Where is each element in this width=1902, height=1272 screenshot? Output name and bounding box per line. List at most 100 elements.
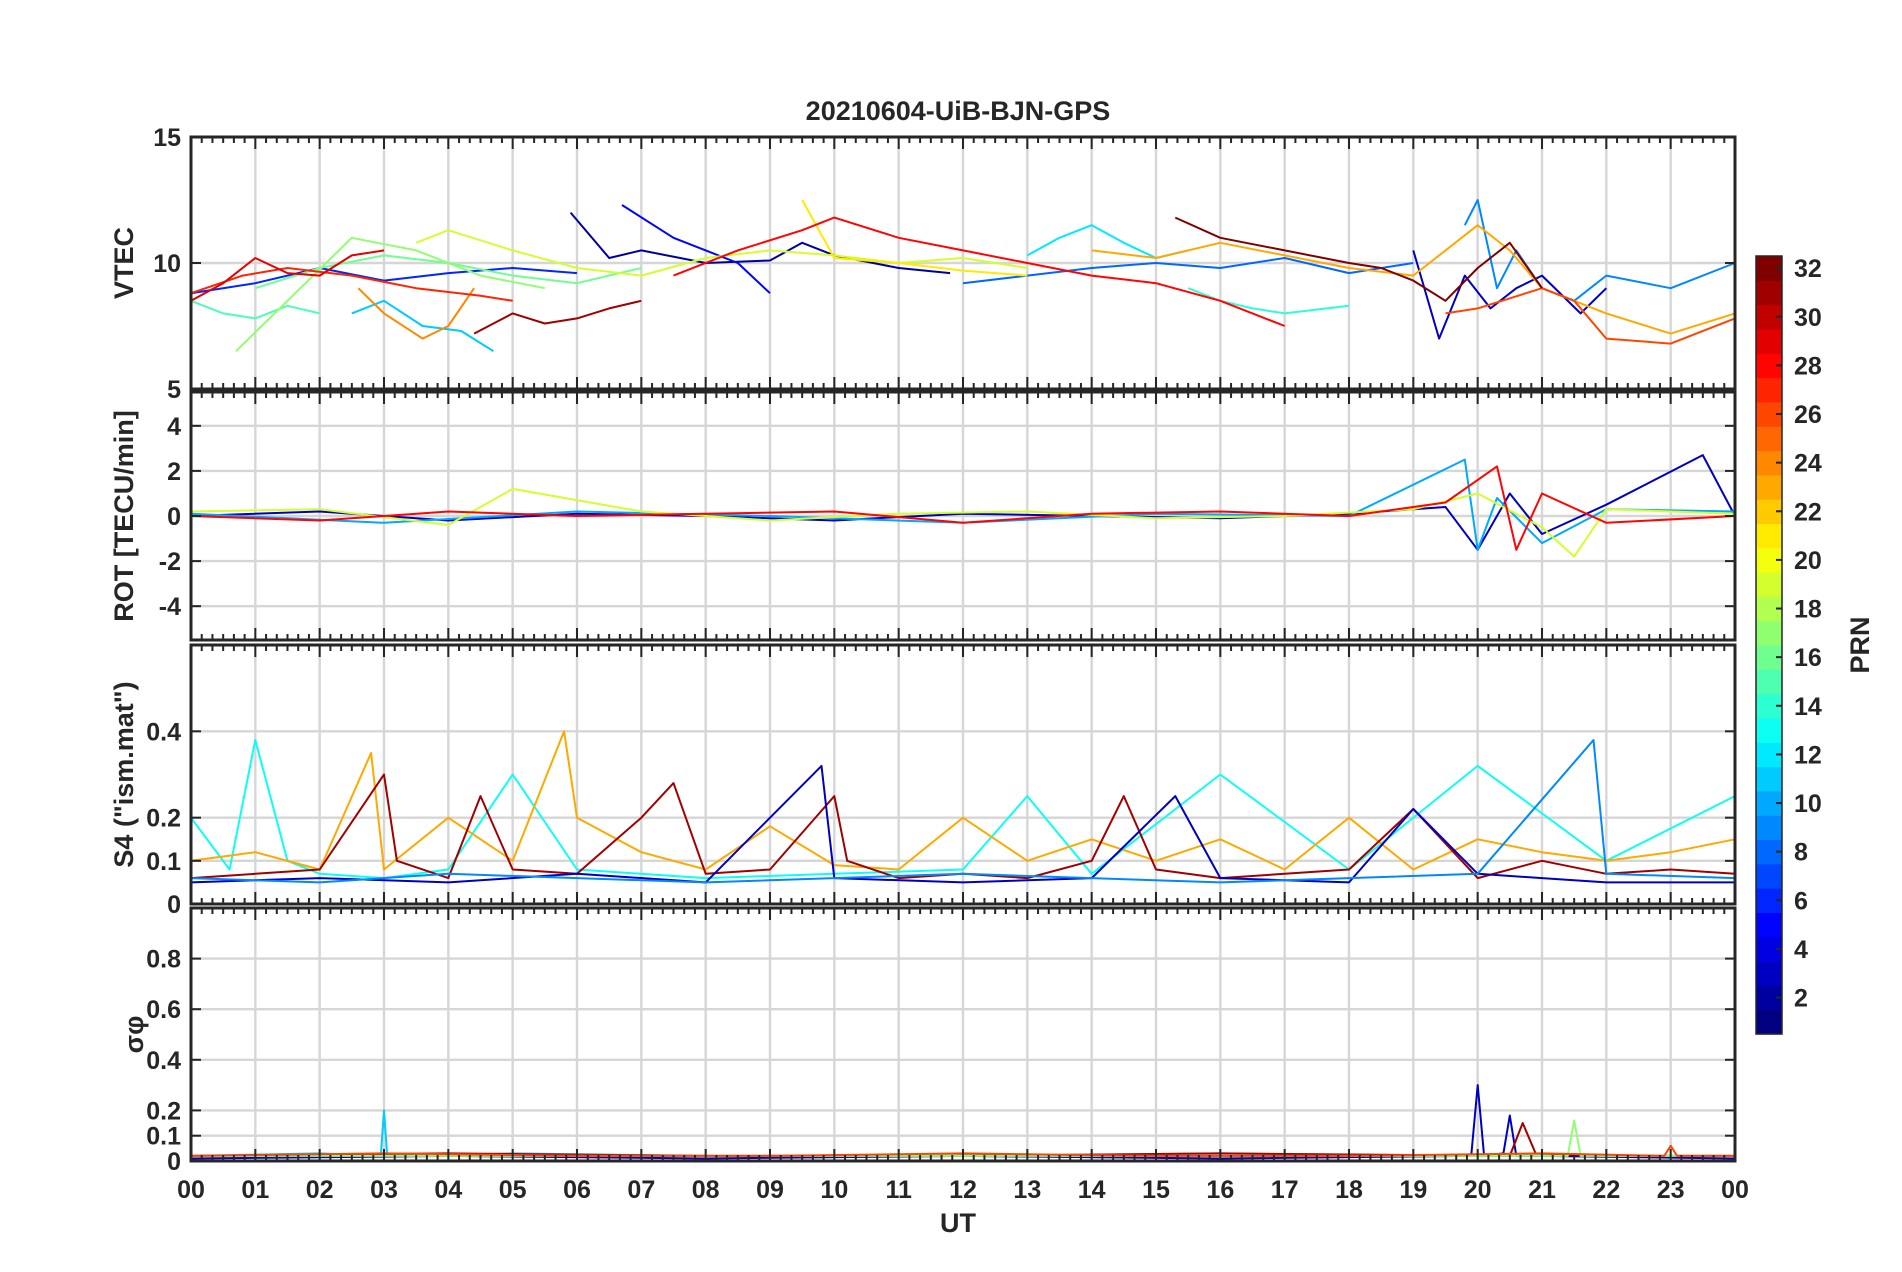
- panel-s4: 0 0.1 0.2 0.4S4 ("ism.mat"): [109, 643, 1737, 919]
- y-tick-label: 5: [167, 376, 181, 404]
- series-prn-24: [357, 287, 475, 340]
- colorbar-tick-label: 30: [1794, 304, 1822, 332]
- y-tick-label: 0: [167, 503, 181, 531]
- series-prn-28: [673, 216, 1286, 327]
- colorbar-tick-label: 26: [1794, 401, 1822, 429]
- x-tick-label: 07: [627, 1176, 655, 1204]
- x-axis-label: UT: [940, 1208, 976, 1238]
- x-tick-label: 02: [306, 1176, 334, 1204]
- colorbar-tick-label: 24: [1794, 450, 1822, 478]
- colorbar-segment: [1756, 328, 1782, 354]
- colorbar-segment: [1756, 572, 1782, 597]
- series-prn-29: [190, 249, 385, 302]
- colorbar-tick-label: 10: [1794, 790, 1822, 818]
- panel-vtec: 5 10 15 VTEC: [109, 124, 1737, 404]
- colorbar-segment: [1756, 717, 1782, 743]
- x-tick-label: 10: [820, 1176, 848, 1204]
- y-tick-label: 0: [167, 1148, 181, 1176]
- x-tick-label: 00: [1721, 1176, 1749, 1204]
- y-tick-label: 15: [153, 124, 181, 152]
- colorbar-tick-label: 14: [1794, 693, 1822, 721]
- y-tick-label: -4: [159, 593, 181, 621]
- y-tick-label: 4: [167, 413, 181, 441]
- y-tick-label: 0.4: [146, 1047, 181, 1075]
- y-axis-label-sigma_phi: σφ: [119, 1016, 149, 1054]
- x-tick-label: 19: [1399, 1176, 1427, 1204]
- y-tick-label: 0.4: [146, 718, 181, 746]
- y-tick-label: 2: [167, 458, 181, 486]
- series-prn-5: [621, 204, 771, 294]
- x-tick-label: 18: [1335, 1176, 1363, 1204]
- colorbar-segment: [1756, 669, 1782, 695]
- series-prn-26: [1445, 287, 1736, 345]
- series-prn-6: [190, 267, 578, 295]
- colorbar-tick-label: 4: [1794, 936, 1808, 964]
- colorbar-tick-label: 6: [1794, 887, 1808, 915]
- x-tick-label: 08: [692, 1176, 720, 1204]
- x-tick-label: 11: [885, 1176, 912, 1204]
- colorbar-segment: [1756, 377, 1782, 403]
- series-prn-9: [190, 739, 1736, 884]
- x-tick-label: 09: [756, 1176, 784, 1204]
- colorbar-tick-label: 18: [1794, 596, 1822, 624]
- x-tick-label: 20: [1464, 1176, 1492, 1204]
- x-tick-label: 00: [177, 1176, 205, 1204]
- colorbar-segment: [1756, 1009, 1782, 1035]
- y-axis-label-rot: ROT [TECU/min]: [109, 410, 139, 621]
- colorbar-tick-label: 28: [1794, 352, 1822, 380]
- x-tick-label: 05: [499, 1176, 527, 1204]
- series-prn-19: [190, 487, 1736, 558]
- y-tick-label: 0.8: [146, 946, 181, 974]
- colorbar-segment: [1756, 523, 1782, 549]
- x-tick-label: 06: [563, 1176, 591, 1204]
- series-prn-23: [190, 730, 1736, 871]
- colorbar-segment: [1756, 961, 1782, 986]
- series-prn-8: [962, 257, 1414, 285]
- colorbar-segment: [1756, 280, 1782, 306]
- y-tick-label: 0.6: [146, 996, 181, 1024]
- x-tick-label: 12: [949, 1176, 977, 1204]
- x-axis: 00 01 02 03 04 05 06 07 08 09 10 11 12 13 14 15 16 17 18 19…: [177, 1176, 1749, 1204]
- colorbar-segment: [1756, 474, 1782, 500]
- figure-title: 20210604-UiB-BJN-GPS: [806, 96, 1111, 126]
- y-tick-label: 10: [153, 250, 181, 278]
- x-tick-label: 22: [1592, 1176, 1620, 1204]
- colorbar-segment: [1756, 766, 1782, 792]
- colorbar-segment: [1756, 912, 1782, 938]
- colorbar-tick-label: 20: [1794, 547, 1822, 575]
- x-tick-label: 23: [1657, 1176, 1685, 1204]
- x-tick-label: 21: [1528, 1176, 1556, 1204]
- x-tick-label: 17: [1271, 1176, 1299, 1204]
- x-tick-label: 03: [370, 1176, 398, 1204]
- colorbar-label: PRN: [1845, 616, 1875, 673]
- series-prn-19: [415, 229, 1028, 277]
- x-tick-label: 14: [1078, 1176, 1106, 1204]
- colorbar-segment: [1756, 620, 1782, 646]
- colorbar-tick-label: 2: [1794, 985, 1808, 1013]
- x-tick-label: 04: [434, 1176, 462, 1204]
- colorbar-tick-label: 16: [1794, 644, 1822, 672]
- series-prn-2: [569, 211, 951, 275]
- series-prn-11: [351, 299, 494, 353]
- series-prn-32: [1174, 216, 1543, 302]
- y-tick-label: 0.1: [146, 1123, 181, 1151]
- y-axis-label-s4: S4 ("ism.mat"): [109, 681, 139, 867]
- series-prn-3: [190, 454, 1736, 551]
- y-tick-label: 0: [167, 891, 181, 919]
- panel-rot: -4 -2 0 2 4 ROT [TECU/min]: [109, 390, 1737, 642]
- series-prn-3: [1412, 250, 1608, 340]
- series-prn-27: [190, 267, 513, 302]
- colorbar-segment: [1756, 815, 1782, 841]
- panel-sigma_phi: 00.10.2 0.4 0.6 0.8 σφ: [119, 906, 1737, 1176]
- series-prn-14: [1187, 287, 1350, 315]
- colorbar-tick-label: 12: [1794, 741, 1822, 769]
- series-prn-15: [190, 299, 320, 320]
- x-tick-label: 15: [1142, 1176, 1170, 1204]
- y-axis-label-vtec: VTEC: [109, 227, 139, 299]
- colorbar-frame: [1755, 255, 1783, 1035]
- x-tick-label: 16: [1206, 1176, 1234, 1204]
- colorbar-tick-label: 32: [1794, 255, 1822, 283]
